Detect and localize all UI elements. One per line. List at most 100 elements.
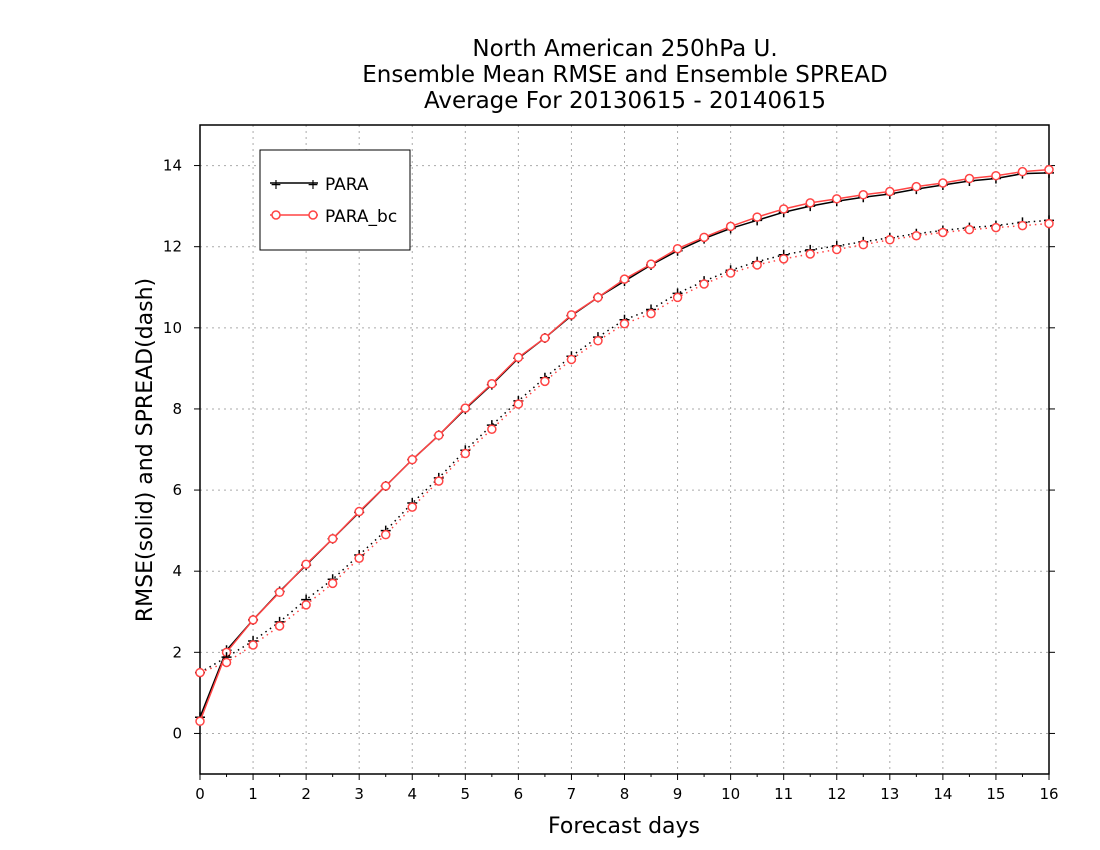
x-tick-label: 5 (461, 785, 471, 803)
data-point (752, 212, 762, 222)
data-point (593, 336, 603, 346)
data-point (407, 502, 417, 512)
data-point (991, 222, 1001, 233)
data-point (540, 376, 550, 387)
legend-marker-para-bc-left (271, 210, 281, 220)
data-point (513, 352, 524, 363)
data-point (274, 587, 285, 598)
data-point (991, 170, 1001, 181)
data-point (911, 230, 922, 241)
data-point (911, 181, 922, 192)
data-point (885, 235, 895, 245)
data-point (301, 600, 311, 610)
data-point (964, 173, 975, 184)
legend-label-para-bc: PARA_bc (325, 207, 397, 227)
data-point (672, 243, 683, 254)
data-point (1017, 220, 1028, 231)
data-point (672, 292, 683, 303)
chart-title-line-1: North American 250hPa U. (472, 36, 778, 62)
y-tick-label: 10 (163, 319, 182, 337)
legend-marker-para-left: + (270, 177, 282, 193)
data-point (248, 615, 258, 625)
legend-label-para: PARA (325, 175, 369, 195)
data-point (725, 268, 736, 278)
x-tick-label: 13 (880, 785, 899, 803)
data-point (566, 310, 577, 320)
data-point (380, 529, 391, 540)
x-tick-label: 14 (933, 785, 952, 803)
series-group (195, 164, 1054, 727)
x-tick-label: 6 (514, 785, 524, 803)
x-tick-label: 11 (774, 785, 793, 803)
data-point (301, 559, 311, 570)
chart-title-line-3: Average For 20130615 - 20140615 (423, 88, 827, 114)
data-point (593, 292, 603, 303)
data-point (699, 279, 709, 289)
legend-marker-para-right: + (307, 177, 319, 193)
x-tick-label: 10 (721, 785, 740, 803)
data-point (354, 553, 364, 563)
data-point (938, 178, 948, 188)
data-point (460, 448, 471, 459)
data-point (434, 476, 444, 486)
data-point (725, 221, 736, 232)
legend: + + PARA PARA_bc (259, 149, 411, 251)
data-point (221, 657, 232, 668)
x-axis-label: Forecast days (548, 814, 700, 839)
data-point (619, 319, 630, 329)
y-tick-label: 2 (172, 643, 182, 661)
data-point (699, 232, 709, 243)
y-tick-label: 6 (172, 481, 182, 499)
data-point (354, 506, 364, 517)
data-point (513, 399, 524, 409)
x-tick-label: 2 (301, 785, 311, 803)
x-tick-label: 4 (407, 785, 417, 803)
data-point (805, 198, 815, 208)
x-tick-label: 16 (1039, 785, 1058, 803)
data-point (195, 667, 205, 678)
y-tick-label: 14 (163, 157, 182, 175)
series-para-bc-rmse (195, 164, 1054, 727)
data-point (566, 354, 577, 365)
data-point (858, 239, 869, 250)
data-point (195, 716, 205, 727)
data-point (752, 260, 762, 270)
y-tick-label: 4 (172, 562, 182, 580)
data-point (540, 333, 550, 343)
data-point (646, 259, 656, 269)
data-point (380, 481, 391, 491)
x-tick-label: 3 (354, 785, 364, 803)
x-tick-label: 9 (673, 785, 683, 803)
data-point (1044, 218, 1054, 229)
data-point (858, 190, 869, 200)
x-tick-label: 7 (567, 785, 577, 803)
data-point (460, 403, 471, 413)
data-point (327, 533, 338, 544)
x-tick-label: 15 (986, 785, 1005, 803)
data-point (487, 379, 497, 389)
chart-title-line-2: Ensemble Mean RMSE and Ensemble SPREAD (362, 62, 888, 88)
data-point (327, 578, 338, 589)
legend-box (259, 149, 411, 251)
data-point (805, 249, 815, 259)
y-tick-label: 8 (172, 400, 182, 418)
x-tick-label: 0 (195, 785, 205, 803)
x-tick-label: 12 (827, 785, 846, 803)
x-tick-label: 1 (248, 785, 258, 803)
legend-marker-para-bc-right (308, 210, 318, 220)
data-point (434, 430, 444, 441)
data-point (1044, 164, 1054, 175)
data-point (407, 454, 417, 465)
y-tick-label: 0 (172, 724, 182, 742)
y-tick-label: 12 (163, 238, 182, 256)
data-point (274, 621, 285, 631)
data-point (885, 186, 895, 197)
data-point (964, 224, 975, 235)
data-point (646, 308, 656, 319)
data-point (619, 274, 630, 284)
data-point (778, 254, 789, 264)
x-tick-label: 8 (620, 785, 630, 803)
data-point (1017, 166, 1028, 177)
data-point (832, 244, 842, 255)
